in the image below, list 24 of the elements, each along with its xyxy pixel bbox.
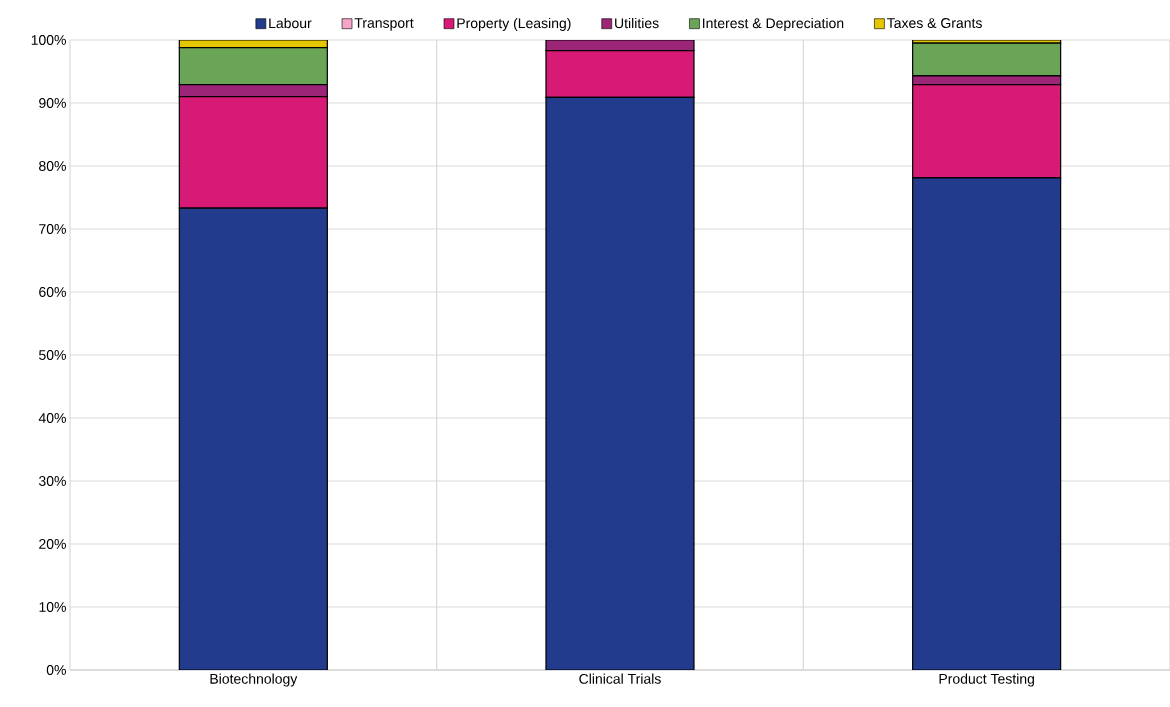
y-tick-label: 10% — [39, 602, 66, 612]
legend-label: Interest & Depreciation — [703, 17, 844, 31]
bar — [178, 84, 328, 98]
y-tick-label: 100% — [31, 35, 66, 45]
x-tick-label: Product Testing — [939, 673, 1034, 687]
bar — [545, 96, 695, 670]
y-tick-label: 50% — [39, 350, 66, 360]
y-tick-label: 60% — [39, 287, 66, 297]
bar — [178, 207, 328, 670]
y-tick-label: 90% — [39, 98, 66, 108]
x-tick-label: Biotechnology — [210, 673, 298, 687]
y-tick-label: 40% — [38, 413, 66, 423]
y-tick-label: 20% — [39, 539, 66, 549]
legend-label: Utilities — [615, 17, 659, 29]
y-tick-label: 80% — [39, 161, 66, 171]
x-tick-label: Clinical Trials — [579, 673, 661, 684]
y-tick-label: 70% — [39, 224, 66, 234]
y-tick-label: 30% — [38, 476, 66, 486]
y-tick-label: 0% — [46, 665, 66, 675]
bar — [912, 177, 1062, 670]
legend-label: Taxes & Grants — [887, 18, 982, 28]
legend-label: Transport — [354, 18, 414, 31]
legend-label: Property (Leasing) — [457, 17, 571, 31]
legend-label: Labour — [269, 17, 312, 29]
